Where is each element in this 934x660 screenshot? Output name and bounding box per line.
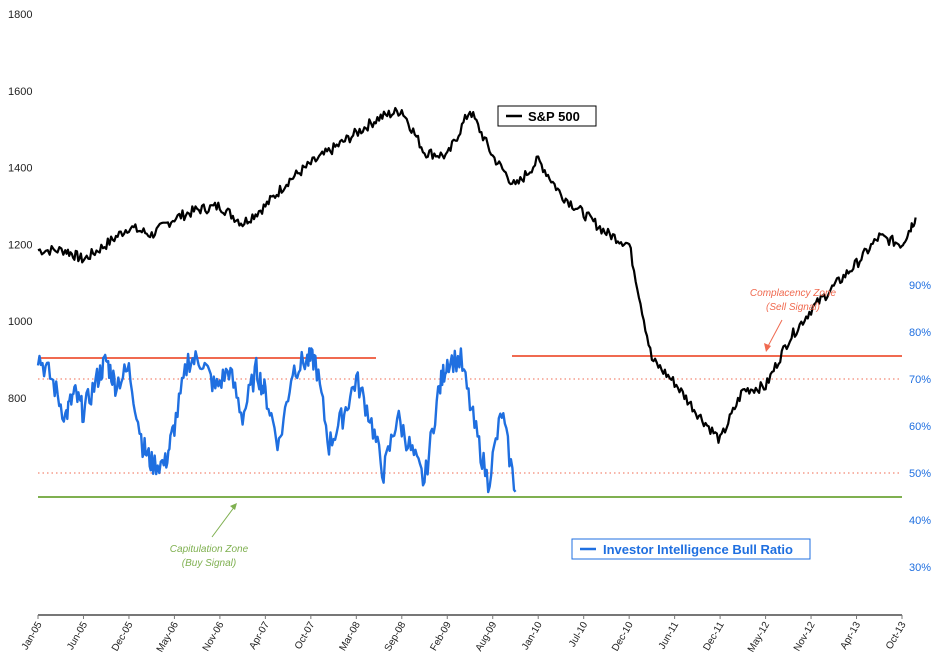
x-axis-label: Apr-07	[247, 620, 272, 652]
right-axis-tick: 80%	[909, 327, 931, 339]
left-axis-tick: 1400	[8, 163, 32, 175]
left-axis-tick: 1800	[8, 9, 32, 21]
complacency-arrow	[765, 319, 783, 351]
complacency-zone-title: Complacency Zone	[750, 288, 837, 299]
right-axis-tick: 60%	[909, 421, 931, 433]
x-axis-label: Dec-10	[610, 620, 636, 654]
left-axis-tick: 1200	[8, 239, 32, 251]
x-axis-label: Jul-10	[567, 620, 590, 649]
x-axis-label: Feb-09	[428, 620, 454, 653]
left-axis-tick: 800	[8, 393, 26, 405]
legend-sp500-label: S&P 500	[528, 109, 580, 124]
x-axis-label: Sep-08	[383, 620, 409, 654]
x-axis-label: Dec-11	[701, 620, 726, 653]
x-axis-label: Oct-07	[293, 620, 318, 652]
complacency-arrow-head	[764, 343, 771, 352]
bull-ratio-line	[36, 347, 517, 494]
x-axis-label: Nov-12	[792, 620, 818, 654]
x-axis-label: Aug-09	[474, 620, 500, 654]
x-axis-label: Jan-05	[20, 620, 45, 652]
legend-bull-ratio-label: Investor Intelligence Bull Ratio	[603, 542, 793, 557]
x-axis-label: Jan-10	[520, 620, 545, 652]
capitulation-zone-subtitle: (Buy Signal)	[182, 558, 236, 569]
right-axis-tick: 70%	[909, 374, 931, 386]
left-axis-tick: 1000	[8, 316, 32, 328]
legend-sp500: S&P 500	[497, 105, 597, 127]
right-axis-tick: 40%	[909, 515, 931, 527]
x-axis-label: Dec-05	[110, 620, 136, 654]
x-axis-label: Apr-13	[839, 620, 864, 652]
x-axis-label: Jun-05	[65, 620, 90, 652]
x-axis-label: Mar-08	[338, 620, 364, 653]
x-axis-label: Jun-11	[657, 620, 682, 652]
sp500-line	[37, 106, 917, 444]
legend-bull-ratio: Investor Intelligence Bull Ratio	[571, 538, 811, 560]
right-axis-tick: 90%	[909, 280, 931, 292]
x-axis-label: Oct-13	[884, 620, 909, 652]
x-axis-label: May-12	[746, 620, 772, 655]
right-axis-tick: 30%	[909, 562, 931, 574]
complacency-zone-subtitle: (Sell Signal)	[766, 302, 820, 313]
left-axis-tick: 1600	[8, 86, 32, 98]
x-axis-label: Nov-06	[201, 620, 227, 654]
x-axis-label: May-06	[155, 620, 181, 655]
right-axis-tick: 50%	[909, 468, 931, 480]
capitulation-arrow	[211, 505, 236, 538]
capitulation-zone-title: Capitulation Zone	[170, 544, 249, 555]
capitulation-arrow-head	[230, 503, 237, 510]
